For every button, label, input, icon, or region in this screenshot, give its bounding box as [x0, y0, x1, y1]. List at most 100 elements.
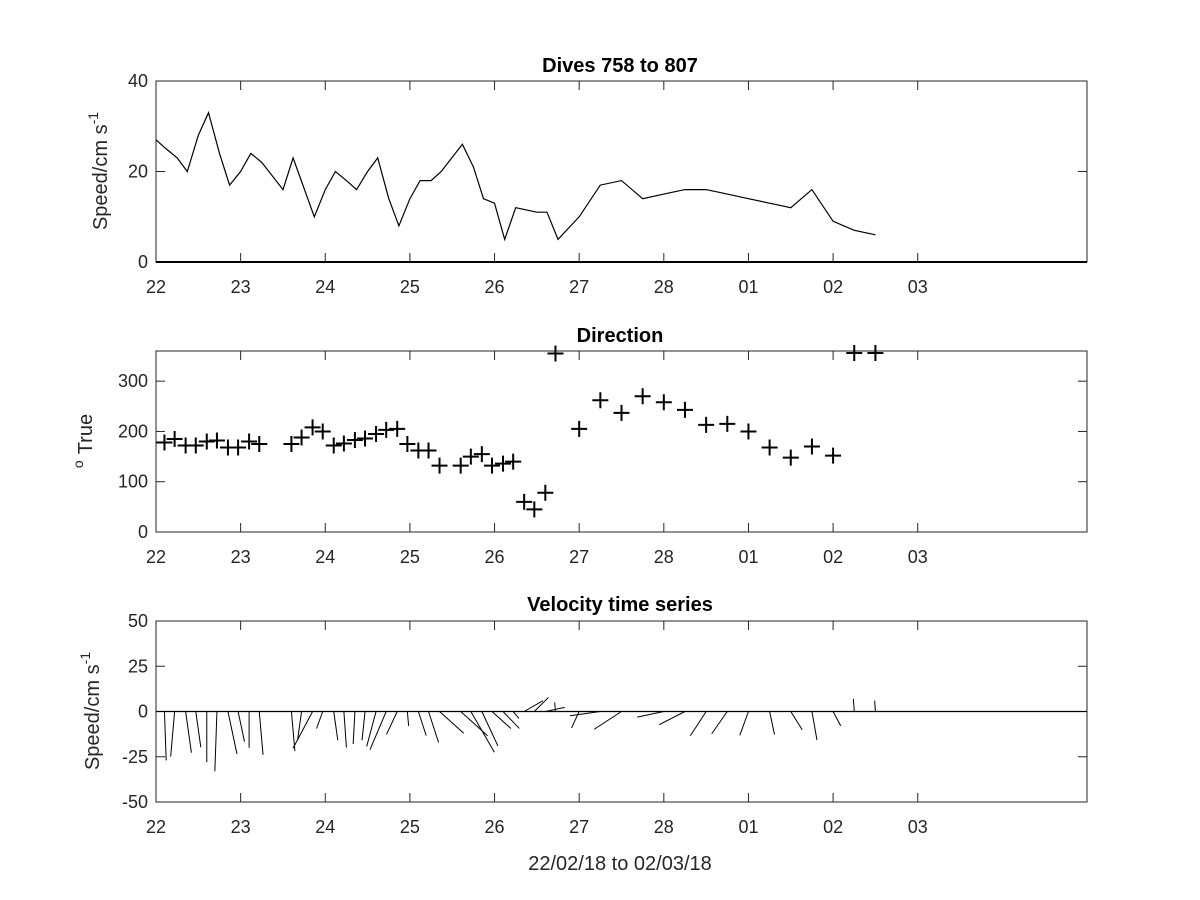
- velocity-vector: [386, 711, 398, 735]
- direction-marker: [698, 416, 715, 433]
- velocity-vector: [569, 711, 601, 717]
- direction-marker: [495, 455, 512, 472]
- direction-marker: [420, 442, 437, 459]
- y-tick-label: 20: [128, 162, 148, 182]
- y-axis-label-degree: o: [70, 460, 86, 468]
- x-tick-label: 28: [654, 817, 674, 837]
- direction-marker: [357, 430, 374, 447]
- y-axis-label: Speed/cm s-1: [85, 112, 112, 230]
- direction-marker: [452, 457, 469, 474]
- velocity-vector: [769, 711, 775, 735]
- plot-frame: [155, 80, 1088, 263]
- velocity-vector: [214, 711, 218, 772]
- x-tick-label: 26: [485, 547, 505, 567]
- velocity-vector: [852, 698, 855, 712]
- x-tick-label: 01: [738, 817, 758, 837]
- y-axis-label: o True: [70, 414, 97, 468]
- direction-marker: [516, 493, 533, 510]
- x-tick-label: 02: [823, 277, 843, 297]
- velocity-vector: [366, 711, 377, 747]
- direction-marker: [782, 449, 799, 466]
- direction-marker: [526, 501, 543, 518]
- y-tick-label: 0: [138, 252, 148, 272]
- x-tick-label: 02: [823, 817, 843, 837]
- y-tick-label: 0: [138, 702, 148, 722]
- x-tick-label: 03: [908, 277, 928, 297]
- direction-marker: [325, 437, 342, 454]
- data-marks: [155, 110, 1087, 263]
- velocity-vector: [711, 711, 728, 735]
- y-tick-label: 50: [128, 611, 148, 631]
- velocity-vector: [832, 711, 842, 727]
- velocity-vector: [333, 711, 339, 741]
- velocity-vector: [874, 700, 876, 712]
- x-tick-label: 25: [400, 277, 420, 297]
- direction-marker: [462, 448, 479, 465]
- x-tick-label: 26: [485, 817, 505, 837]
- velocity-vector: [258, 711, 264, 755]
- direction-marker: [537, 484, 554, 501]
- direction-marker: [676, 401, 693, 418]
- velocity-vector: [658, 711, 686, 726]
- direction-marker: [283, 436, 300, 453]
- x-tick-label: 01: [738, 547, 758, 567]
- velocity-vector: [343, 711, 347, 748]
- velocity-vector: [512, 711, 520, 719]
- x-tick-label: 27: [569, 277, 589, 297]
- direction-marker: [304, 419, 321, 436]
- velocity-vector: [739, 711, 749, 736]
- x-tick-label: 23: [231, 277, 251, 297]
- x-tick-label: 26: [485, 277, 505, 297]
- panel-title: Direction: [577, 325, 664, 347]
- x-tick-label: 24: [315, 547, 335, 567]
- velocity-vector: [460, 711, 488, 737]
- direction-marker: [230, 439, 247, 456]
- x-tick-label: 03: [908, 817, 928, 837]
- direction-marker: [571, 420, 588, 437]
- velocity-vector: [523, 700, 544, 712]
- direction-marker: [740, 423, 757, 440]
- velocity-vector: [361, 711, 366, 741]
- x-tick-label: 25: [400, 817, 420, 837]
- x-tick-label: 02: [823, 547, 843, 567]
- direction-marker: [825, 447, 842, 464]
- velocity-vector: [417, 711, 427, 736]
- velocity-vector: [352, 711, 356, 745]
- velocity-vector: [237, 711, 245, 742]
- velocity-vector: [491, 711, 512, 729]
- direction-marker: [241, 433, 258, 450]
- velocity-vector: [369, 711, 387, 751]
- tick-group: 22 23 24 25 26 27 28 01 02 03 -50 -25 0 25 50: [122, 611, 1087, 837]
- velocity-panel: Velocity time series 22 23 24 25 26 27 28 01 02 0…: [77, 594, 1088, 875]
- direction-marker: [166, 430, 183, 447]
- y-axis-label-text: True: [75, 414, 97, 454]
- velocity-vector: [316, 711, 324, 729]
- y-axis-label: Speed/cm s-1: [77, 652, 104, 770]
- velocity-vector: [811, 711, 818, 741]
- velocity-vector: [170, 711, 176, 757]
- velocity-vector: [481, 711, 499, 747]
- velocity-vector: [470, 711, 495, 753]
- data-marks: [156, 345, 884, 518]
- y-tick-label: 25: [128, 656, 148, 676]
- direction-marker: [761, 439, 778, 456]
- direction-marker: [867, 345, 884, 362]
- direction-marker: [655, 394, 672, 411]
- direction-marker: [187, 437, 204, 454]
- velocity-vector: [533, 697, 549, 712]
- x-tick-label: 23: [231, 547, 251, 567]
- direction-marker: [293, 429, 310, 446]
- panel-title: Velocity time series: [527, 594, 713, 616]
- direction-marker: [399, 436, 416, 453]
- direction-marker: [378, 421, 395, 438]
- y-tick-label: 100: [118, 472, 148, 492]
- velocity-vector: [554, 702, 556, 712]
- y-tick-label: 200: [118, 421, 148, 441]
- velocity-vector: [637, 711, 664, 718]
- y-axis-label-superscript: -1: [85, 112, 101, 125]
- plot-frame: [155, 350, 1088, 533]
- y-axis-label-superscript: -1: [77, 652, 93, 665]
- tick-group: 22 23 24 25 26 27 28 01 02 03 0 100 200 300: [118, 351, 1087, 567]
- velocity-vector: [439, 711, 465, 734]
